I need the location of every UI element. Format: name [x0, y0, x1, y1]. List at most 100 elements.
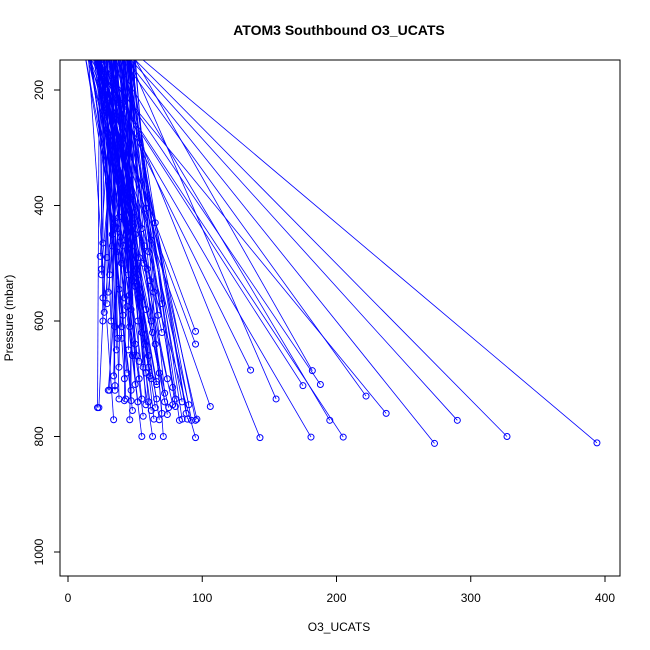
data-point [107, 317, 115, 325]
series-lines [85, 60, 598, 444]
data-point [99, 239, 107, 247]
data-point [453, 416, 461, 424]
data-point [99, 294, 107, 302]
data-point [128, 242, 136, 250]
y-axis: 200 400 600 800 1000 [32, 80, 61, 565]
data-point [171, 395, 179, 403]
data-point [326, 416, 334, 424]
data-point [123, 369, 131, 377]
data-point [126, 323, 134, 331]
data-point [136, 294, 144, 302]
data-point [145, 363, 153, 371]
data-point [122, 395, 130, 403]
data-point [193, 415, 201, 423]
data-point [143, 265, 151, 273]
profile-line [118, 60, 176, 400]
data-point [112, 346, 120, 354]
data-point [147, 236, 155, 244]
profile-line [131, 60, 166, 394]
data-point [308, 367, 316, 375]
y-tick-label: 200 [32, 80, 46, 100]
data-point [151, 340, 159, 348]
data-point [114, 225, 122, 233]
x-tick-label: 400 [595, 591, 615, 605]
plot-frame [59, 59, 621, 577]
data-point [138, 329, 146, 337]
data-point [123, 303, 131, 311]
data-point [185, 401, 193, 409]
data-point [122, 236, 130, 244]
y-axis-title: Pressure (mbar) [2, 275, 16, 362]
data-point [134, 271, 142, 279]
data-point [112, 248, 120, 256]
profile-line [122, 60, 367, 397]
profile-line [97, 60, 100, 408]
data-point [124, 346, 132, 354]
data-point [146, 372, 154, 380]
data-point [161, 398, 169, 406]
x-tick-label: 0 [65, 591, 72, 605]
data-point [339, 433, 347, 441]
data-point [169, 383, 177, 391]
data-point [98, 265, 106, 273]
profile-line [94, 60, 149, 368]
profile-line [88, 60, 115, 420]
data-point [115, 363, 123, 371]
data-point [118, 323, 126, 331]
data-point [316, 381, 324, 389]
data-point [128, 407, 136, 415]
data-point [155, 416, 163, 424]
data-point [96, 252, 104, 260]
data-point [130, 265, 138, 273]
data-point [118, 259, 126, 267]
data-point [161, 389, 169, 397]
profile-line [90, 60, 132, 391]
data-point [120, 397, 128, 405]
data-point [99, 317, 107, 325]
data-point [131, 282, 139, 290]
profile-line [142, 60, 598, 444]
data-point [111, 323, 119, 331]
profile-line [105, 60, 148, 270]
x-axis: 0 100 200 300 400 [65, 575, 615, 605]
data-point [153, 395, 161, 403]
profile-line [131, 60, 174, 388]
data-point [150, 415, 158, 423]
data-point [299, 382, 307, 390]
data-point [127, 386, 135, 394]
data-point [159, 433, 167, 440]
data-point [178, 398, 186, 406]
data-point [158, 329, 166, 337]
data-point [114, 334, 122, 342]
data-point [147, 317, 155, 325]
data-point [120, 216, 128, 224]
data-point [307, 433, 315, 441]
y-tick-label: 1000 [32, 538, 46, 565]
data-point [108, 230, 116, 238]
data-point [110, 372, 118, 380]
profile-line [106, 60, 128, 307]
data-point [182, 409, 190, 417]
y-tick-label: 600 [32, 311, 46, 331]
data-point [141, 242, 149, 250]
data-point [155, 369, 163, 377]
data-point [151, 219, 159, 227]
data-point [272, 395, 280, 403]
data-point [106, 386, 114, 394]
data-point [128, 352, 136, 360]
data-point [150, 288, 158, 296]
profile-line [98, 60, 156, 345]
data-point [362, 392, 370, 400]
data-point [145, 248, 153, 256]
data-point [100, 308, 108, 316]
profile-line [130, 60, 458, 421]
data-point [134, 317, 142, 325]
data-point [247, 366, 255, 374]
data-point [256, 434, 264, 442]
x-tick-label: 200 [326, 591, 346, 605]
profile-line [119, 60, 151, 376]
data-point [158, 300, 166, 308]
data-point [206, 402, 214, 410]
profile-line [125, 60, 136, 385]
